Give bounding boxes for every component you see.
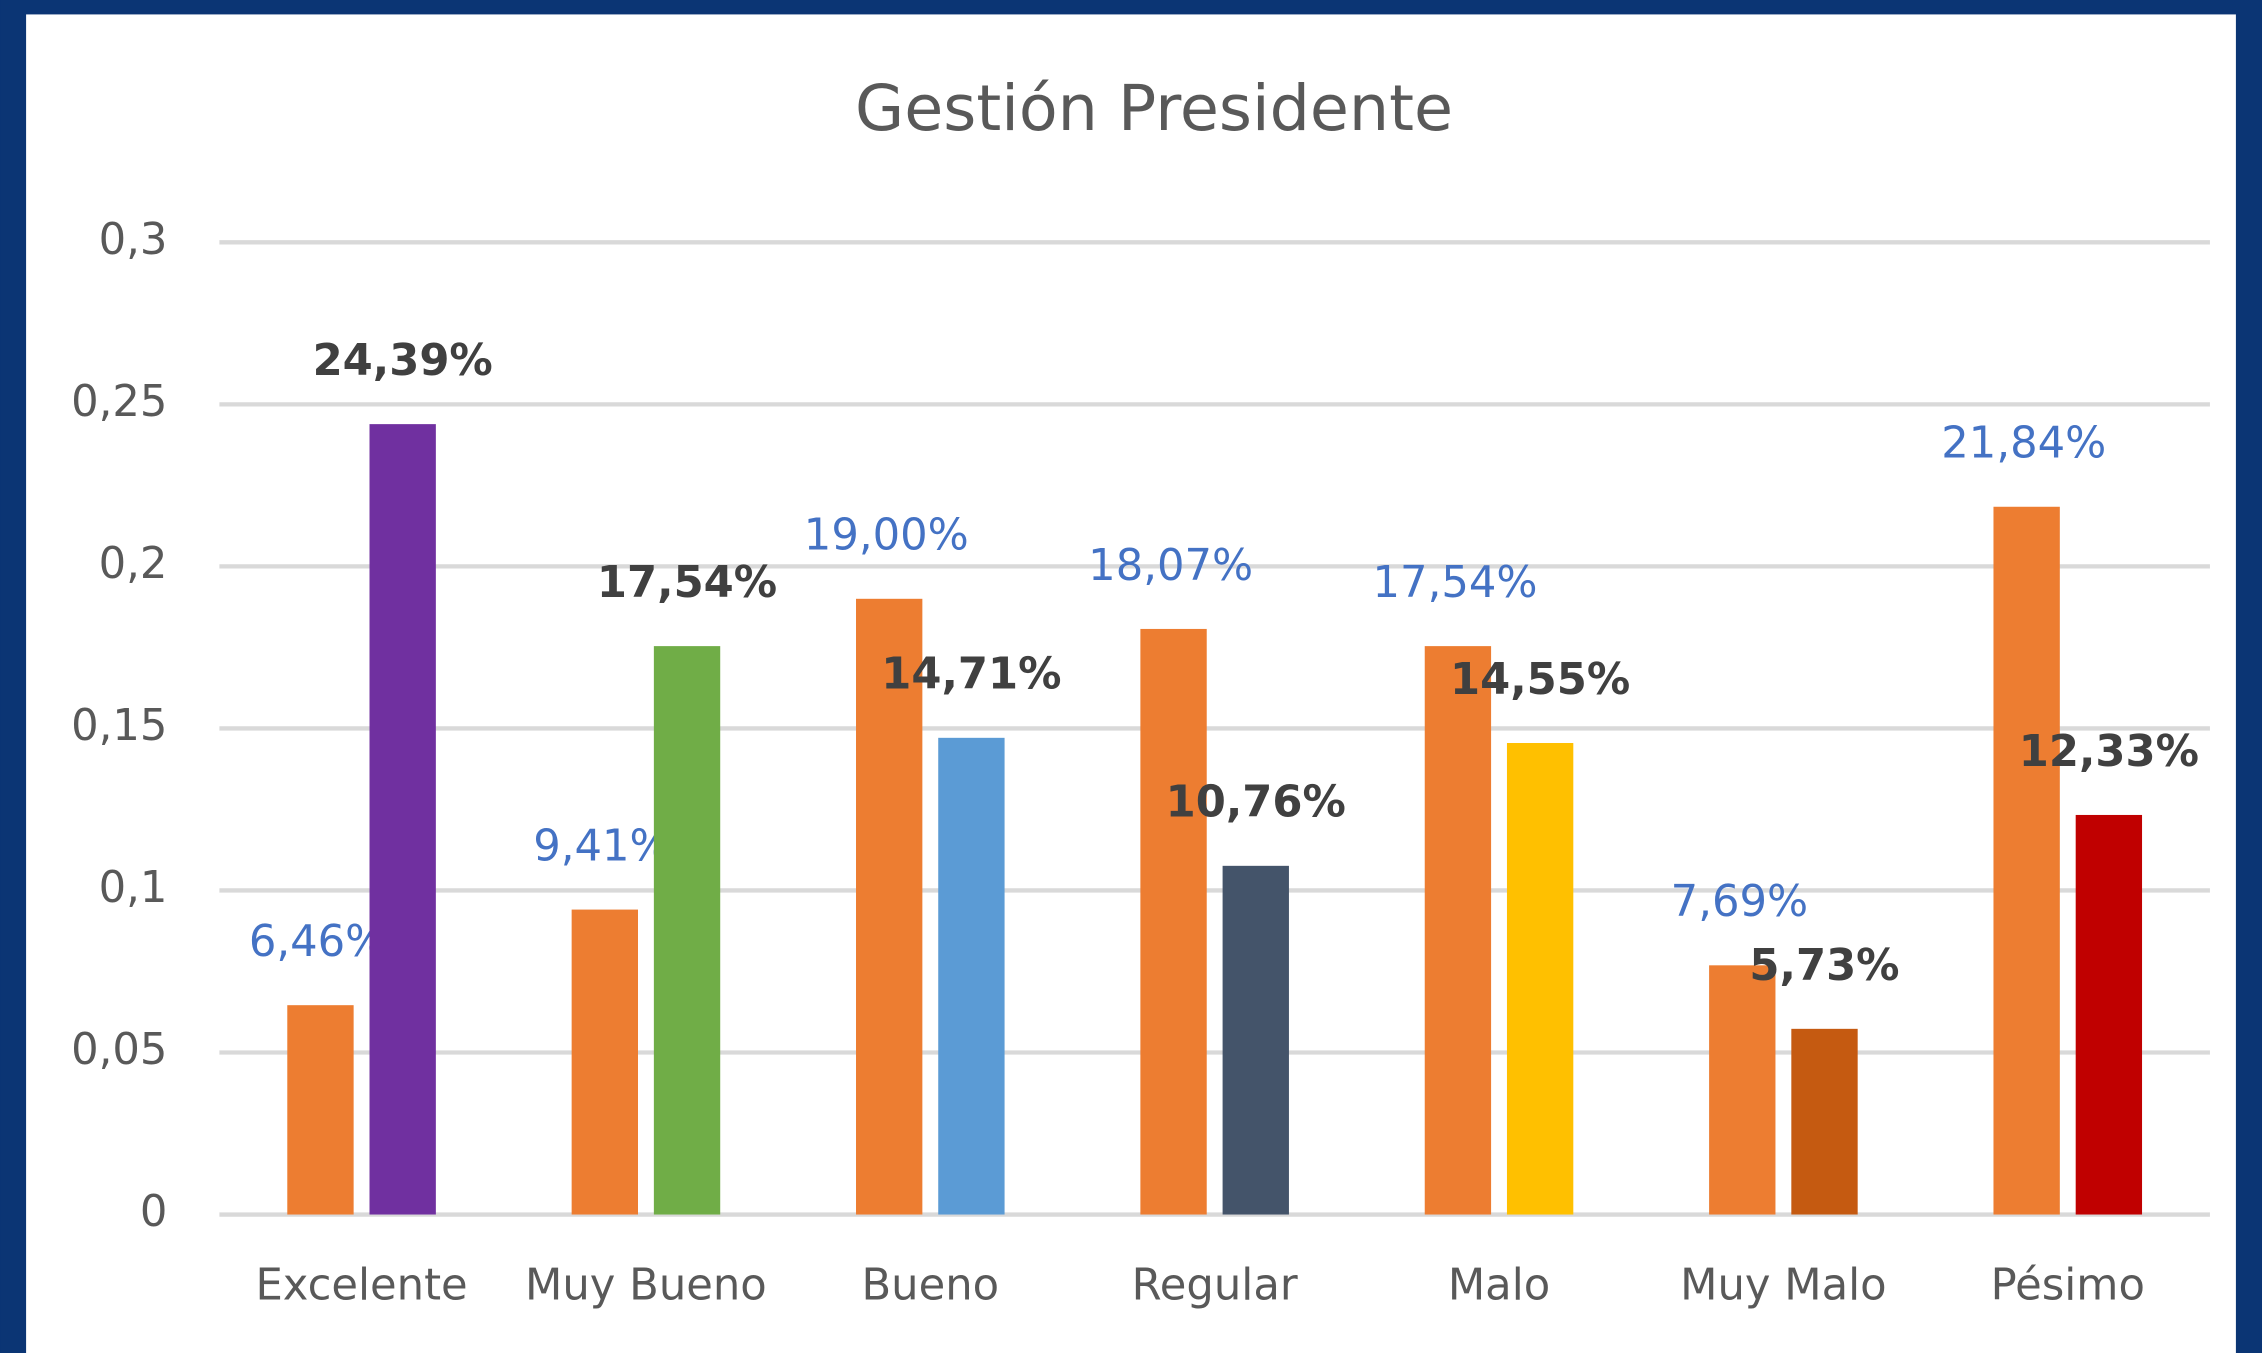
- x-tick-label: Muy Bueno: [525, 1261, 767, 1311]
- x-tick-label: Excelente: [255, 1261, 467, 1311]
- data-label: 7,69%: [1671, 877, 1808, 927]
- bar: [1709, 965, 1776, 1215]
- data-label: 18,07%: [1088, 541, 1253, 591]
- data-label: 21,84%: [1941, 419, 2106, 469]
- data-label: 12,33%: [2019, 727, 2199, 777]
- panel: [26, 14, 2236, 1353]
- bar: [571, 909, 638, 1215]
- y-tick-label: 0,2: [99, 539, 168, 589]
- x-tick-label: Malo: [1448, 1261, 1550, 1311]
- data-label: 24,39%: [313, 336, 493, 386]
- data-label: 17,54%: [597, 558, 777, 608]
- x-tick-label: Bueno: [861, 1261, 999, 1311]
- y-tick-label: 0,1: [99, 863, 168, 913]
- data-label: 5,73%: [1749, 941, 1899, 991]
- data-label: 9,41%: [533, 821, 670, 871]
- bar: [1222, 865, 1289, 1215]
- bar: [1506, 743, 1574, 1215]
- data-label: 10,76%: [1166, 778, 1346, 828]
- bar: [287, 1005, 354, 1215]
- data-label: 17,54%: [1373, 558, 1538, 608]
- bar: [1140, 628, 1207, 1215]
- y-tick-label: 0,3: [99, 215, 168, 265]
- chart-title: Gestión Presidente: [855, 71, 1453, 145]
- bar: [653, 646, 721, 1215]
- data-label: 19,00%: [804, 511, 969, 561]
- data-label: 6,46%: [249, 917, 386, 967]
- x-tick-label: Muy Malo: [1680, 1261, 1886, 1311]
- bar: [1791, 1028, 1858, 1215]
- y-tick-label: 0,15: [71, 701, 167, 751]
- x-tick-label: Regular: [1132, 1261, 1298, 1311]
- bar: [856, 598, 923, 1215]
- bar: [938, 737, 1005, 1215]
- y-tick-label: 0,25: [71, 377, 167, 427]
- bar: [1993, 506, 2060, 1215]
- data-label: 14,55%: [1450, 655, 1630, 705]
- x-tick-label: Pésimo: [1991, 1261, 2145, 1311]
- bar: [1424, 646, 1492, 1215]
- bar: [2075, 814, 2143, 1215]
- bar: [369, 424, 436, 1215]
- y-tick-label: 0,05: [71, 1025, 167, 1075]
- y-tick-label: 0: [140, 1187, 168, 1237]
- data-label: 14,71%: [881, 650, 1061, 700]
